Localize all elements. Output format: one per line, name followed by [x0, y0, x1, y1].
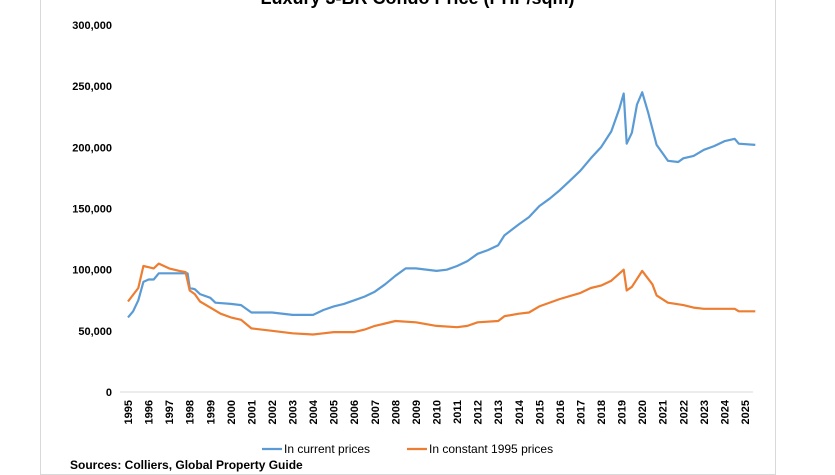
x-tick-label: 2023 [699, 400, 711, 424]
x-tick-label: 2004 [308, 399, 320, 424]
x-tick-label: 1999 [205, 400, 217, 424]
x-tick-label: 2025 [740, 400, 752, 424]
x-tick-label: 2019 [617, 400, 629, 424]
x-tick-label: 2009 [411, 400, 423, 424]
series-line-current-prices [127, 91, 756, 319]
x-tick-label: 1996 [144, 400, 156, 424]
y-tick-label: 150,000 [72, 204, 112, 216]
x-tick-label: 2013 [493, 400, 505, 424]
x-tick-label: 2006 [349, 400, 361, 424]
x-tick-label: 2018 [596, 400, 608, 424]
x-tick-label: 2020 [637, 400, 649, 424]
x-tick-label: 2005 [329, 400, 341, 424]
x-tick-label: 2003 [288, 400, 300, 424]
x-tick-label: 1998 [185, 400, 197, 424]
x-tick-label: 2021 [658, 400, 670, 424]
x-tick-label: 2011 [452, 400, 464, 424]
x-tick-label: 2001 [246, 400, 258, 424]
x-tick-label: 2015 [534, 400, 546, 424]
chart-title: Luxury 3-BR Condo Price (PHP/sqm) [0, 0, 835, 9]
x-tick-label: 2010 [432, 400, 444, 424]
y-tick-label: 250,000 [72, 81, 112, 93]
x-tick-label: 1997 [164, 400, 176, 424]
y-tick-label: 200,000 [72, 142, 112, 154]
x-tick-label: 2017 [575, 400, 587, 424]
x-tick-label: 2008 [390, 400, 402, 424]
legend-label: In current prices [284, 442, 370, 456]
legend-label: In constant 1995 prices [429, 442, 553, 456]
x-tick-label: 2000 [226, 400, 238, 424]
x-tick-label: 2014 [514, 399, 526, 424]
x-tick-label: 2024 [719, 399, 731, 424]
series-line-constant-prices [127, 262, 756, 336]
x-tick-label: 2012 [473, 400, 485, 424]
source-note: Sources: Colliers, Global Property Guide [70, 458, 303, 472]
x-tick-label: 2002 [267, 400, 279, 424]
x-tick-label: 2016 [555, 400, 567, 424]
x-tick-label: 2007 [370, 400, 382, 424]
x-tick-label: 2022 [678, 400, 690, 424]
y-tick-label: 300,000 [72, 20, 112, 32]
y-tick-label: 0 [106, 387, 112, 399]
x-tick-label: 1995 [123, 400, 135, 424]
y-tick-label: 100,000 [72, 265, 112, 277]
y-tick-label: 50,000 [78, 326, 112, 338]
